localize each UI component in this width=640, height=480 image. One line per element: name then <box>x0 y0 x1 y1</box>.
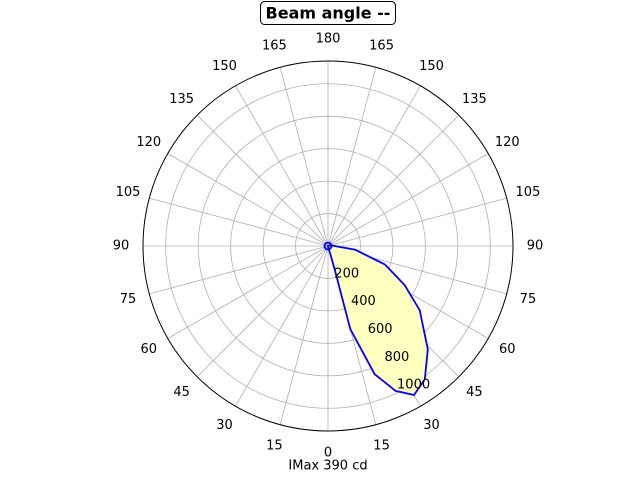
grid-spoke <box>235 85 329 247</box>
theta-tick-label: 30 <box>216 418 233 433</box>
theta-tick-label: 165 <box>369 39 394 54</box>
grid-spoke <box>196 245 329 378</box>
theta-tick-label: 90 <box>113 239 130 254</box>
grid-spoke <box>327 153 489 247</box>
theta-tick-label: 165 <box>262 39 287 54</box>
theta-tick-label: 75 <box>120 292 137 307</box>
theta-tick-label: 45 <box>466 385 483 400</box>
theta-tick-label: 15 <box>373 438 390 453</box>
grid-spoke <box>279 245 329 425</box>
grid-spoke <box>327 197 507 247</box>
r-tick-label: 800 <box>384 350 409 365</box>
theta-tick-label: 75 <box>520 292 537 307</box>
grid-spoke <box>327 85 421 247</box>
theta-tick-label: 45 <box>173 385 190 400</box>
grid-spoke <box>196 114 329 247</box>
theta-tick-label: 135 <box>462 92 487 107</box>
r-tick-label: 400 <box>351 294 376 309</box>
lobe-fill <box>328 245 428 395</box>
r-tick-label: 200 <box>334 266 359 281</box>
theta-tick-label: 90 <box>527 239 544 254</box>
x-axis-label: IMax 390 cd <box>288 459 367 474</box>
theta-tick-label: 30 <box>423 418 440 433</box>
grid-spoke <box>327 114 460 247</box>
chart-title: Beam angle -- <box>266 4 391 23</box>
theta-tick-label: 15 <box>266 438 283 453</box>
theta-tick-label: 105 <box>516 185 541 200</box>
grid-spoke <box>235 245 329 407</box>
lobe-line <box>326 244 429 397</box>
theta-tick-label: 60 <box>140 342 157 357</box>
grid-spoke <box>327 67 377 247</box>
theta-tick-label: 150 <box>419 59 444 74</box>
r-tick-label: 1000 <box>397 378 430 393</box>
theta-tick-label: 60 <box>499 342 516 357</box>
r-tick-label: 600 <box>368 322 393 337</box>
polar-frame <box>142 60 514 432</box>
theta-tick-label: 180 <box>316 32 341 47</box>
theta-tick-label: 105 <box>116 185 141 200</box>
title-box <box>260 1 396 25</box>
grid-spoke <box>149 245 329 295</box>
grid-spoke <box>279 67 329 247</box>
theta-tick-label: 150 <box>212 59 237 74</box>
theta-tick-label: 135 <box>169 92 194 107</box>
center-marker <box>323 241 333 251</box>
grid-spoke <box>149 197 329 247</box>
theta-tick-label: 120 <box>495 135 520 150</box>
theta-tick-label: 0 <box>324 446 332 461</box>
theta-tick-label: 120 <box>136 135 161 150</box>
grid-spoke <box>167 245 329 339</box>
grid-spoke <box>167 153 329 247</box>
